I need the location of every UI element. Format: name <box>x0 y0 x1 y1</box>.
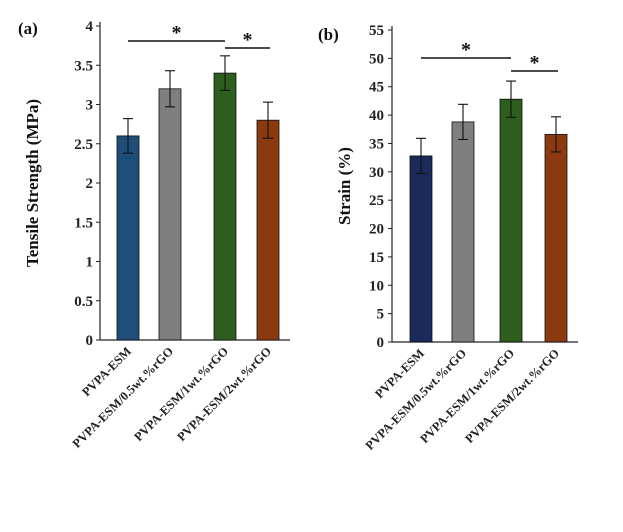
y-tick-label: 20 <box>369 222 384 238</box>
y-tick-label: 45 <box>369 80 384 96</box>
bar <box>499 98 523 343</box>
significance-star: * <box>172 22 182 44</box>
bar <box>451 121 475 343</box>
y-tick-label: 0 <box>86 333 94 349</box>
significance-star: * <box>243 29 253 51</box>
y-tick-label: 50 <box>369 51 384 67</box>
bar <box>158 88 182 341</box>
panel-label: (a) <box>18 19 38 38</box>
significance-star: * <box>461 39 471 61</box>
y-tick-label: 1 <box>86 255 94 271</box>
y-axis-label: Tensile Strength (MPa) <box>23 99 42 267</box>
y-tick-label: 0.5 <box>74 294 93 310</box>
bar <box>116 135 140 341</box>
y-tick-label: 10 <box>369 278 384 294</box>
y-tick-label: 2.5 <box>74 137 93 153</box>
y-tick-label: 1.5 <box>74 215 93 231</box>
y-tick-label: 3 <box>86 98 94 114</box>
y-tick-label: 2 <box>86 176 94 192</box>
y-tick-label: 3.5 <box>74 58 93 74</box>
bar <box>256 119 280 341</box>
y-tick-label: 35 <box>369 136 384 152</box>
y-tick-label: 15 <box>369 250 384 266</box>
y-tick-label: 25 <box>369 193 384 209</box>
panel-label: (b) <box>318 25 339 44</box>
y-axis-label: Strain (%) <box>335 147 354 225</box>
bar <box>544 133 568 343</box>
category-label: PVPA-ESM/2wt.%rGO <box>462 346 562 446</box>
bar <box>409 155 433 343</box>
y-tick-label: 5 <box>377 307 385 323</box>
y-tick-label: 40 <box>369 108 384 124</box>
y-tick-label: 30 <box>369 165 384 181</box>
y-tick-label: 4 <box>86 19 94 35</box>
y-tick-label: 55 <box>369 23 384 39</box>
significance-star: * <box>530 52 540 74</box>
y-tick-label: 0 <box>377 335 385 351</box>
bar <box>213 72 237 341</box>
